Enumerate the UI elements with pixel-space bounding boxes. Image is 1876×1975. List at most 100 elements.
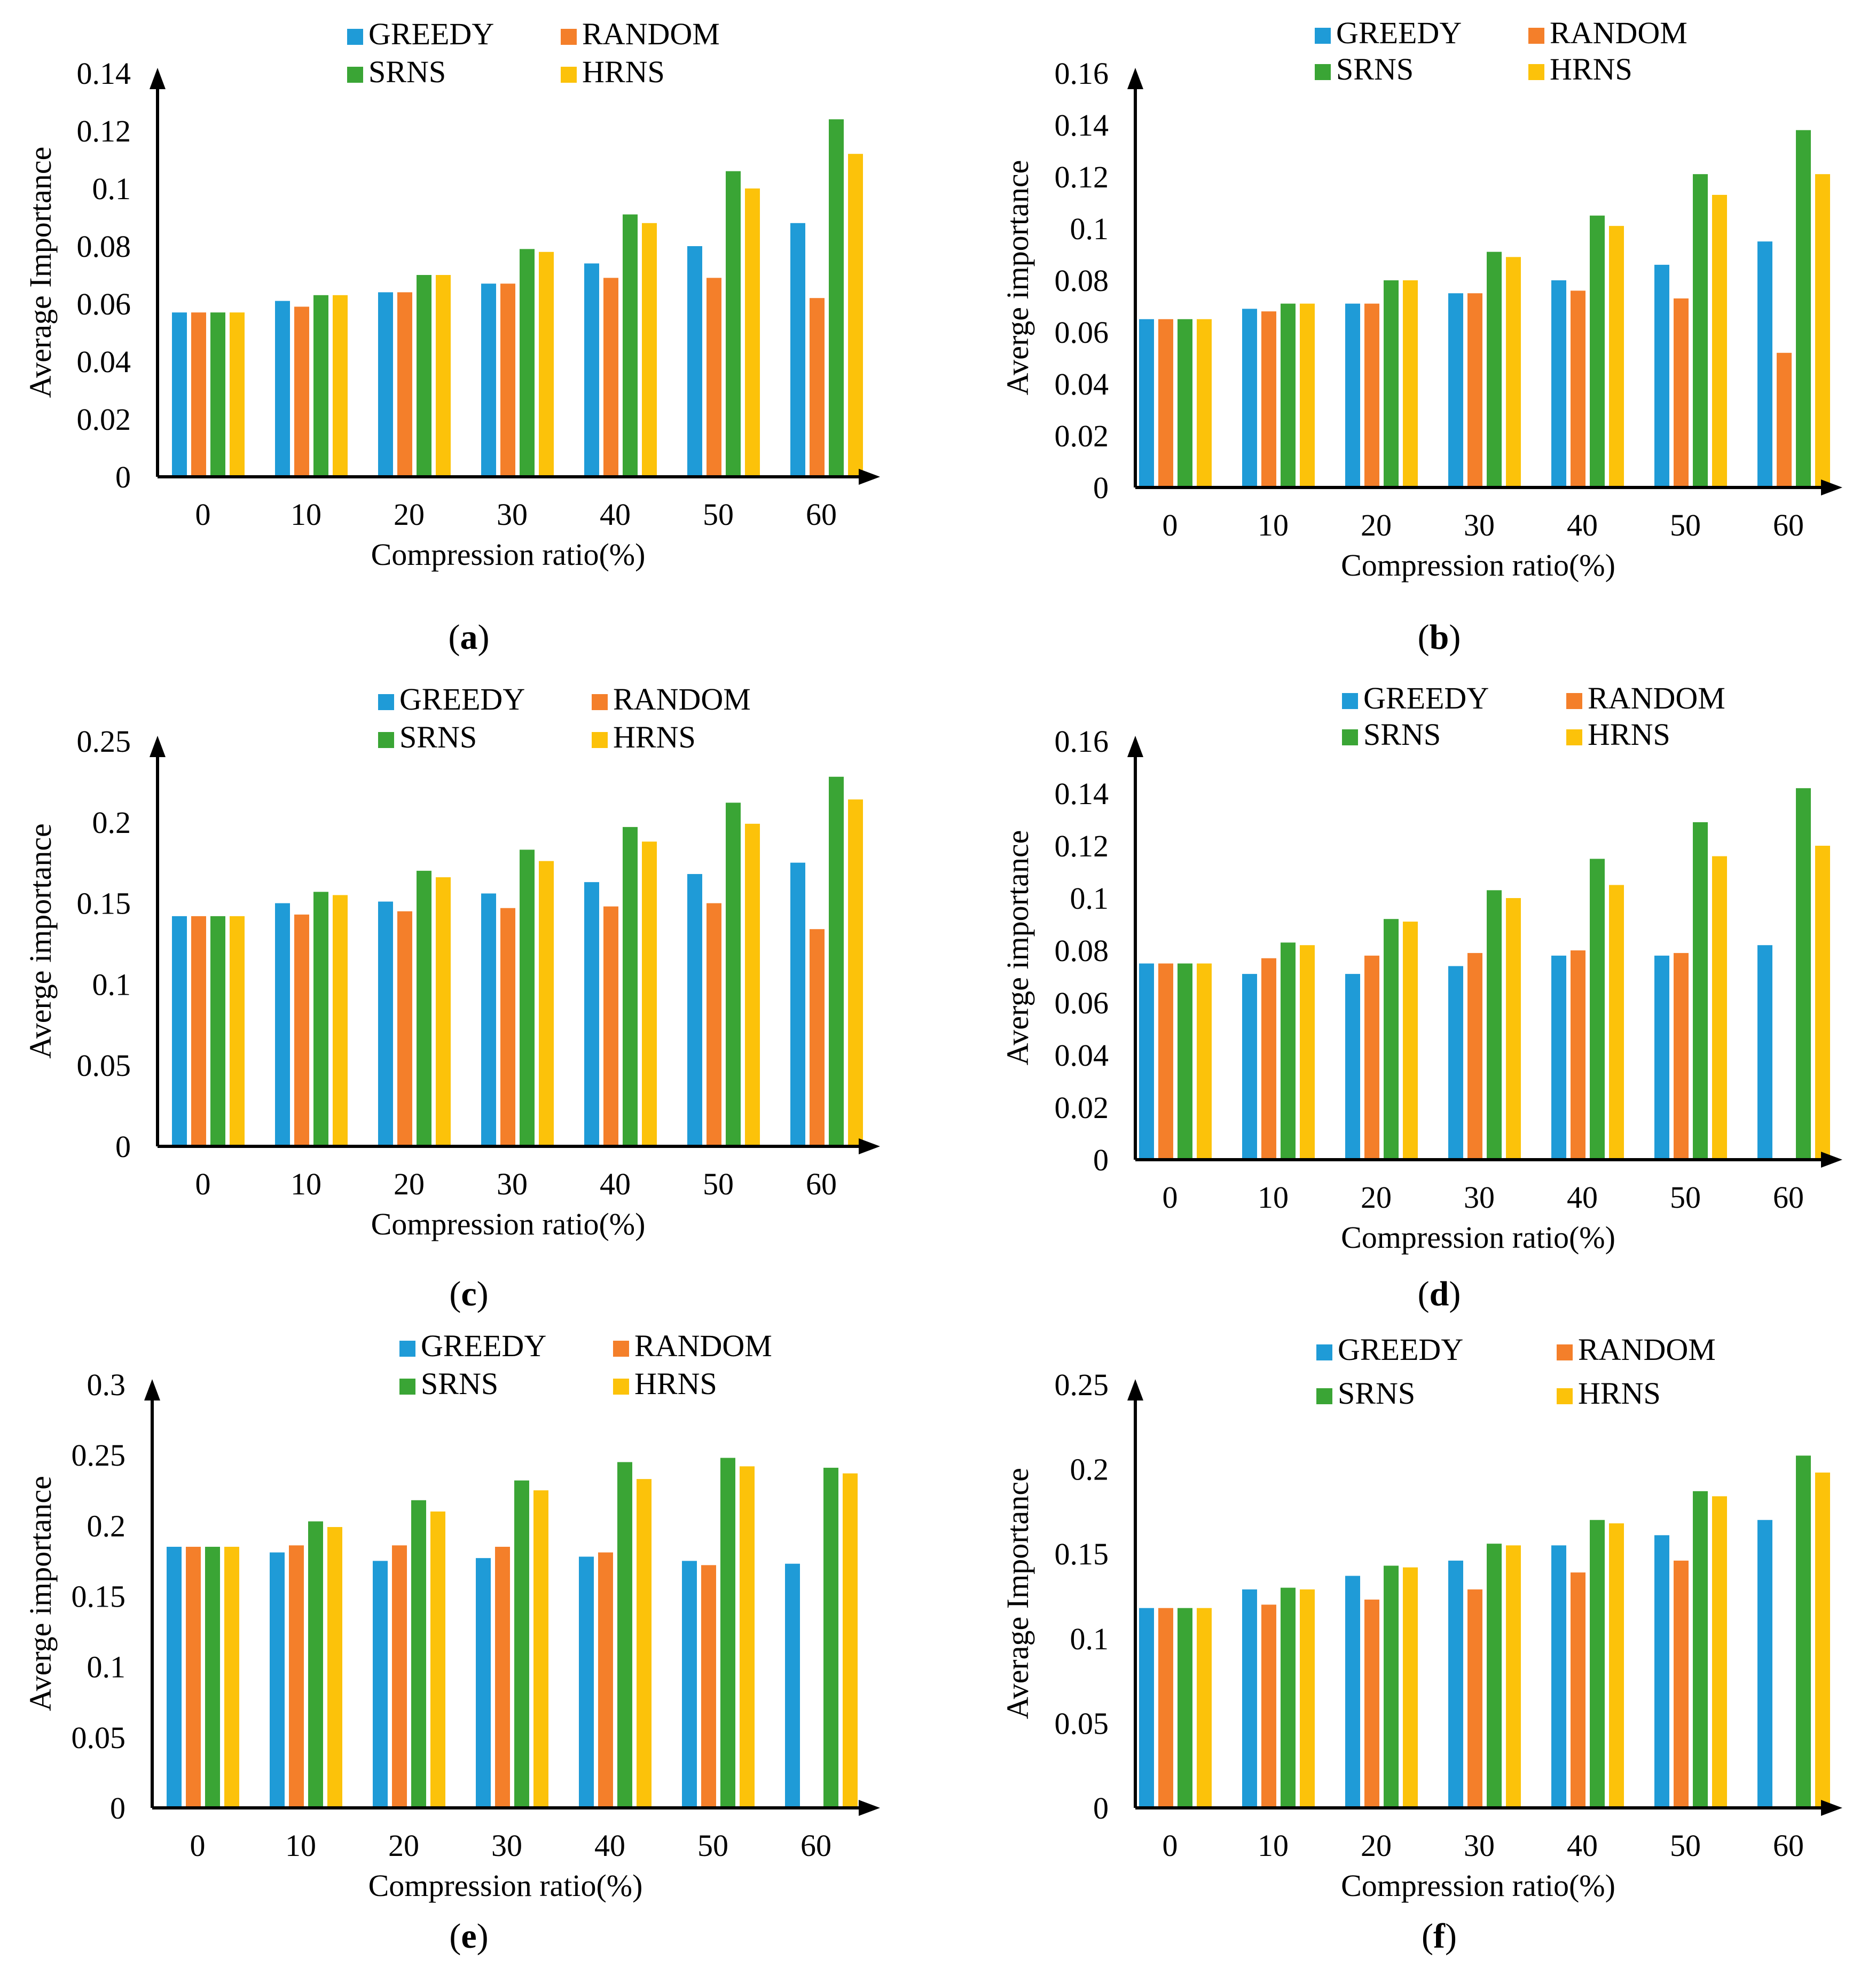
bar-random-20	[1364, 1599, 1379, 1808]
bar-random-20	[1364, 303, 1379, 487]
bar-hrns-10	[333, 295, 348, 477]
panel-caption: (f)	[1422, 1917, 1457, 1956]
x-tick-label: 20	[1361, 508, 1392, 542]
legend-label-hrns: HRNS	[1578, 1376, 1661, 1411]
bar-srns-40	[1590, 215, 1605, 487]
bar-srns-0	[210, 312, 225, 477]
bar-hrns-40	[1609, 1523, 1624, 1808]
bar-srns-20	[1384, 919, 1399, 1160]
legend-swatch-greedy	[1315, 28, 1331, 44]
x-tick-label: 10	[291, 497, 321, 532]
bar-hrns-50	[1712, 194, 1727, 487]
bar-srns-40	[623, 214, 638, 477]
legend-label-greedy: GREEDY	[368, 17, 494, 51]
bar-hrns-40	[1609, 885, 1624, 1160]
x-axis-arrow	[859, 1138, 880, 1154]
bar-srns-30	[520, 249, 535, 477]
x-tick-label: 10	[1258, 1828, 1289, 1863]
x-tick-label: 20	[388, 1828, 419, 1863]
legend-label-random: RANDOM	[1578, 1332, 1716, 1367]
y-tick-label: 0.1	[92, 967, 131, 1002]
y-tick-label: 0.2	[1070, 1452, 1109, 1487]
y-tick-label: 0.04	[1055, 367, 1109, 402]
legend-swatch-greedy	[399, 1341, 415, 1357]
bar-srns-10	[1281, 942, 1296, 1160]
bar-srns-60	[1796, 1455, 1811, 1808]
bar-srns-60	[1796, 788, 1811, 1160]
y-axis-label: Average Importance	[23, 147, 58, 398]
y-tick-label: 0.15	[77, 886, 131, 921]
chart-panel-d: 0 0.02 0.04 0.06 0.08 0.1 0.12 0.14 0.16 0 10 20 30 4…	[1000, 681, 1842, 1313]
bar-random-50	[707, 278, 721, 477]
x-axis-arrow	[1821, 479, 1842, 495]
legend-swatch-hrns	[1557, 1388, 1573, 1404]
chart-panel-a: 0 0.02 0.04 0.06 0.08 0.1 0.12 0.14 0 10 20 30 40 50 6…	[23, 17, 880, 657]
bar-hrns-30	[539, 251, 554, 477]
y-tick-label: 0.15	[1055, 1537, 1109, 1571]
x-tick-label: 0	[195, 497, 211, 532]
bar-greedy-40	[579, 1556, 594, 1808]
y-tick-label: 0.02	[77, 402, 131, 437]
x-tick-label: 50	[1670, 1180, 1701, 1215]
bar-hrns-0	[230, 916, 245, 1146]
y-axis-label: Averge importance	[1000, 830, 1035, 1066]
panel-caption: (a)	[449, 618, 490, 657]
bar-srns-20	[417, 275, 431, 477]
bar-random-10	[1261, 311, 1276, 487]
x-tick-label: 0	[190, 1828, 206, 1863]
bar-srns-50	[726, 802, 741, 1146]
bar-hrns-20	[1403, 922, 1418, 1160]
panel-caption: (b)	[1418, 618, 1461, 657]
x-tick-label: 50	[1670, 508, 1701, 542]
bar-srns-40	[1590, 1520, 1605, 1808]
x-tick-label: 60	[1773, 508, 1804, 542]
bar-random-10	[1261, 1604, 1276, 1808]
x-axis-label: Compression ratio(%)	[1341, 1220, 1615, 1255]
x-tick-label: 20	[394, 1167, 425, 1201]
bar-greedy-60	[1757, 241, 1772, 487]
bar-random-30	[1467, 953, 1482, 1160]
bar-hrns-50	[740, 1466, 755, 1808]
bar-srns-30	[1487, 251, 1502, 487]
bar-srns-10	[313, 892, 328, 1146]
x-tick-label: 40	[600, 1167, 631, 1201]
legend-label-greedy: GREEDY	[1338, 1332, 1463, 1367]
x-tick-label: 20	[1361, 1828, 1392, 1863]
y-axis-label: Average Importance	[1000, 1468, 1035, 1719]
bar-greedy-40	[584, 263, 599, 477]
x-axis-label: Compression ratio(%)	[1341, 1868, 1615, 1903]
x-tick-label: 20	[394, 497, 425, 532]
bar-random-20	[392, 1545, 407, 1808]
bar-greedy-10	[275, 301, 290, 477]
bar-hrns-30	[533, 1490, 548, 1808]
chart-panel-f: 0 0.05 0.1 0.15 0.2 0.25 0 10 20 30 40 50 60 Compress…	[1000, 1332, 1842, 1956]
x-tick-label: 60	[806, 1167, 837, 1201]
legend-label-random: RANDOM	[1550, 15, 1687, 50]
bar-random-10	[294, 914, 309, 1146]
legend-label-hrns: HRNS	[634, 1366, 717, 1401]
bar-random-30	[1467, 293, 1482, 487]
bar-random-50	[1674, 953, 1689, 1160]
bar-hrns-50	[1712, 1496, 1727, 1808]
bar-greedy-10	[275, 903, 290, 1146]
bar-random-30	[500, 284, 515, 477]
legend-swatch-srns	[1315, 64, 1331, 80]
bar-greedy-30	[1448, 1560, 1463, 1808]
bar-greedy-40	[1551, 955, 1566, 1160]
y-tick-label: 0.1	[92, 171, 131, 206]
bar-hrns-60	[1815, 174, 1830, 487]
bar-hrns-10	[327, 1527, 342, 1808]
bar-greedy-60	[785, 1563, 800, 1808]
y-tick-label: 0.2	[92, 805, 131, 840]
x-tick-label: 10	[1258, 1180, 1289, 1215]
bar-hrns-10	[1300, 945, 1315, 1160]
y-tick-label: 0	[1093, 1791, 1109, 1826]
bar-srns-0	[210, 916, 225, 1146]
legend-label-srns: SRNS	[421, 1366, 498, 1401]
bar-greedy-20	[378, 901, 393, 1146]
x-tick-label: 30	[1464, 508, 1495, 542]
legend-label-greedy: GREEDY	[421, 1328, 546, 1363]
panel-caption: (c)	[449, 1274, 488, 1313]
bar-greedy-50	[687, 874, 702, 1146]
